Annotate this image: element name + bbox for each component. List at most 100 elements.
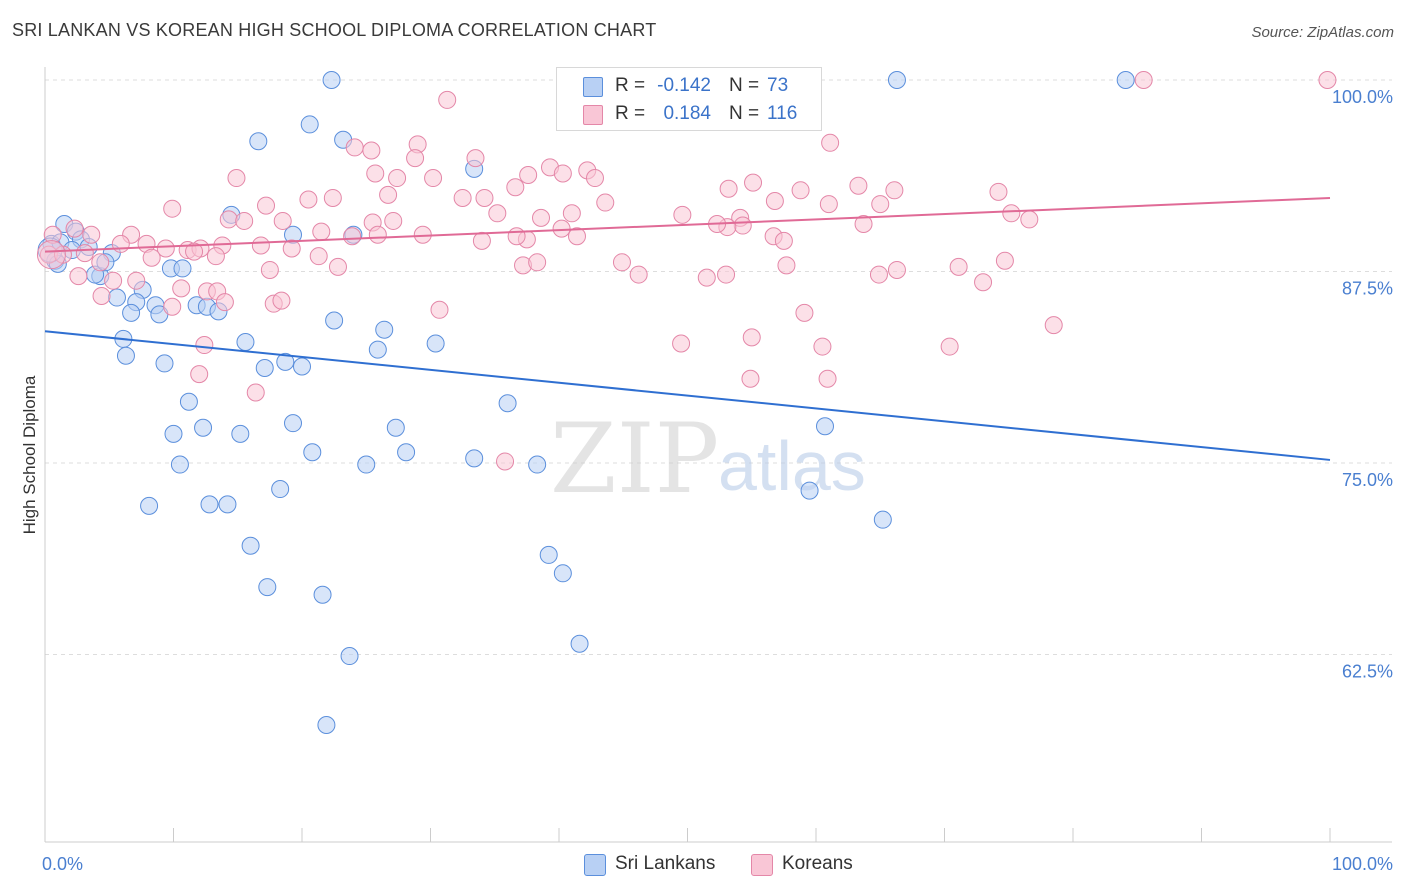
data-point xyxy=(91,253,110,272)
y-axis-title: High School Diploma xyxy=(20,375,39,534)
legend-n-label: N = xyxy=(729,75,760,96)
data-point xyxy=(871,195,890,214)
data-point xyxy=(974,273,993,292)
data-point xyxy=(539,545,558,564)
data-point xyxy=(719,179,738,198)
data-point xyxy=(697,268,716,287)
data-point xyxy=(155,354,174,373)
data-point xyxy=(312,222,331,241)
legend-label-koreans: Koreans xyxy=(782,853,853,874)
data-point xyxy=(1318,71,1337,89)
data-point xyxy=(488,204,507,223)
data-point xyxy=(273,211,292,230)
legend-r-value: -0.142 xyxy=(657,75,711,96)
data-point xyxy=(255,359,274,378)
data-point xyxy=(384,211,403,230)
data-point xyxy=(375,320,394,339)
data-point xyxy=(272,291,291,310)
data-point xyxy=(507,227,526,246)
data-point xyxy=(200,495,219,514)
data-point xyxy=(498,394,517,413)
data-point xyxy=(164,424,183,443)
data-point xyxy=(553,164,572,183)
data-point xyxy=(206,247,225,266)
data-point xyxy=(475,188,494,207)
data-point xyxy=(612,253,631,272)
data-point xyxy=(466,149,485,168)
data-point xyxy=(92,287,111,306)
axes xyxy=(44,67,1392,843)
series-sri-lankans xyxy=(37,71,1135,734)
data-point xyxy=(995,251,1014,270)
data-point xyxy=(219,210,238,229)
data-point xyxy=(532,208,551,227)
data-point xyxy=(185,242,204,261)
zipatlas-watermark: ZIP atlas xyxy=(550,403,866,515)
data-point xyxy=(869,265,888,284)
data-point xyxy=(215,293,234,312)
data-point xyxy=(1134,71,1153,89)
data-point xyxy=(322,71,341,89)
data-point xyxy=(156,239,175,258)
data-point xyxy=(368,225,387,244)
data-point xyxy=(818,369,837,388)
legend-r-value: 0.184 xyxy=(663,103,711,124)
series-koreans xyxy=(36,71,1337,471)
y-tick-labels: 62.5% 75.0% 87.5% 100.0% xyxy=(1332,87,1393,682)
data-point xyxy=(190,365,209,384)
legend-r-label: R = xyxy=(615,75,646,96)
legend-label-sri-lankans: Sri Lankans xyxy=(615,853,716,874)
data-point xyxy=(366,164,385,183)
y-tick-label: 100.0% xyxy=(1332,87,1393,107)
data-point xyxy=(813,337,832,356)
data-point xyxy=(111,234,130,253)
data-point xyxy=(104,271,123,290)
data-point xyxy=(122,303,141,322)
data-point xyxy=(989,182,1008,201)
legend-swatch-koreans xyxy=(583,105,603,125)
data-point xyxy=(236,332,255,351)
data-point xyxy=(323,188,342,207)
data-point xyxy=(430,300,449,319)
data-point xyxy=(717,265,736,284)
data-point xyxy=(317,715,336,734)
data-point xyxy=(552,219,571,238)
data-point xyxy=(1116,71,1135,89)
data-point xyxy=(744,173,763,192)
data-point xyxy=(567,227,586,246)
data-point xyxy=(246,383,265,402)
chart-title: SRI LANKAN VS KOREAN HIGH SCHOOL DIPLOMA… xyxy=(12,20,657,40)
data-point xyxy=(357,455,376,474)
data-point xyxy=(260,260,279,279)
y-tick-label: 75.0% xyxy=(1342,470,1393,490)
data-point xyxy=(1044,316,1063,335)
data-point xyxy=(673,205,692,224)
data-point xyxy=(854,215,873,234)
legend-swatch-sri-lankans xyxy=(583,77,603,97)
data-point xyxy=(340,647,359,666)
legend-row-koreans: R = 0.184 N = 116 xyxy=(557,100,821,128)
data-point xyxy=(406,149,425,168)
trend-lines xyxy=(44,196,1331,461)
data-point xyxy=(465,449,484,468)
data-point xyxy=(313,585,332,604)
data-point xyxy=(426,334,445,353)
y-tick-label: 87.5% xyxy=(1342,279,1393,299)
data-point xyxy=(258,578,277,597)
legend-n-label: N = xyxy=(729,103,760,124)
data-point xyxy=(887,260,906,279)
data-point xyxy=(271,480,290,499)
data-point xyxy=(379,185,398,204)
data-point xyxy=(69,267,88,286)
data-point xyxy=(528,253,547,272)
data-point xyxy=(227,169,246,188)
data-point xyxy=(472,231,491,250)
data-point xyxy=(276,352,295,371)
legend-n-value: 116 xyxy=(767,103,798,124)
data-point xyxy=(388,169,407,188)
data-point xyxy=(519,165,538,184)
data-point xyxy=(553,564,572,583)
series-legend: Sri Lankans Koreans xyxy=(0,852,1406,878)
data-point xyxy=(733,216,752,235)
